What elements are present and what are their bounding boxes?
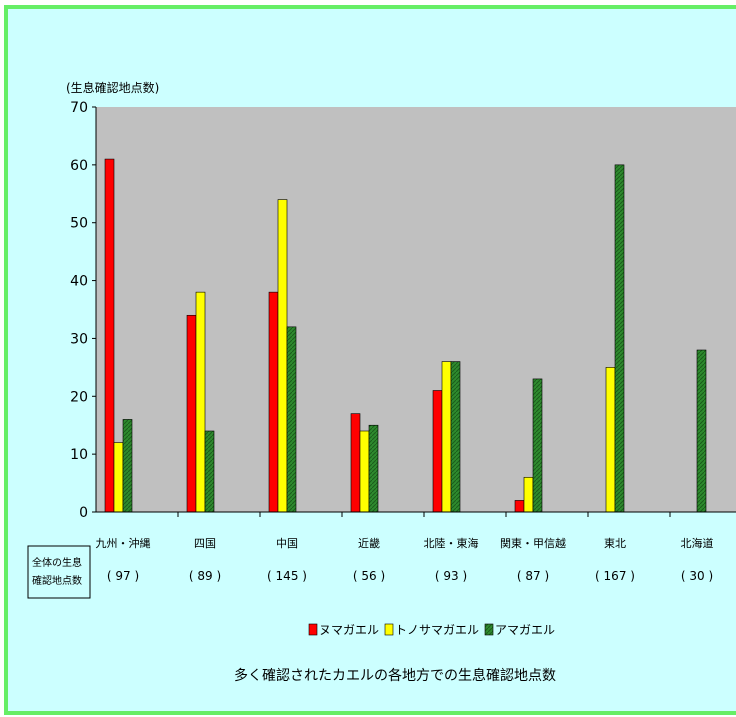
total-count-label: ( 30 ) [681,569,713,583]
y-tick-label: 40 [70,274,88,290]
total-count-label: ( 56 ) [353,569,385,583]
total-count-label: ( 87 ) [517,569,549,583]
y-ticks-layer: 0 10 20 30 40 50 60 70 [70,100,96,521]
x-tick-label: 近畿 [358,536,380,550]
legend: ヌマガエル トノサマガエル アマガエル [308,623,555,637]
bar [277,199,288,513]
x-tick-label: 北陸・東海 [424,536,479,550]
x-tick-label: 四国 [194,537,216,550]
legend-swatch [484,623,494,636]
y-tick-label: 10 [70,447,88,463]
total-count-label: ( 167 ) [595,569,635,583]
x-tick-label: 中国 [276,537,298,550]
legend-swatch [384,623,394,636]
totals-label-line1: 全体の生息 [32,556,82,569]
y-tick-label: 70 [70,100,88,116]
total-count-label: ( 97 ) [107,569,139,583]
bar [432,390,443,513]
x-tick-label: 北海道 [681,536,714,550]
bar [113,442,124,513]
bars-layer [104,158,707,513]
bar [359,430,370,513]
bar [514,500,525,513]
y-tick-label: 0 [79,505,88,521]
bar [286,326,297,513]
y-axis-label: (生息確認地点数) [66,80,159,95]
bar [350,413,361,513]
x-tick-label: 関東・甲信越 [500,536,566,550]
chart-title: 多く確認されたカエルの各地方での生息確認地点数 [234,667,556,684]
bar [104,158,115,513]
total-count-label: ( 145 ) [267,569,307,583]
total-count-label: ( 93 ) [435,569,467,583]
x-tick-label: 東北 [604,537,626,550]
bar [195,291,206,513]
y-tick-label: 30 [70,331,88,347]
bar [523,476,534,513]
bar [368,424,379,513]
bar [450,361,461,513]
legend-swatch [308,623,318,636]
bar [122,419,133,513]
total-count-label: ( 89 ) [189,569,221,583]
y-tick-label: 60 [70,158,88,174]
legend-label: アマガエル [495,623,555,637]
bar [268,291,279,513]
legend-label: ヌマガエル [319,623,379,637]
y-tick-label: 50 [70,216,88,232]
bar [696,349,707,513]
bar [441,361,452,513]
x-labels-layer: 九州・沖縄 ( 97 ) 四国 ( 89 ) 中国 ( 145 ) 近畿 ( 56 ) 北陸・東… [96,512,714,583]
bar [532,378,543,513]
x-tick-label: 九州・沖縄 [96,536,151,550]
totals-label-line2: 確認地点数 [32,574,82,587]
bar [204,430,215,513]
y-tick-label: 20 [70,389,88,405]
totals-label-box [27,545,91,599]
legend-label: トノサマガエル [395,623,479,637]
bar [186,314,197,513]
bar [605,367,616,513]
bar [614,164,625,513]
